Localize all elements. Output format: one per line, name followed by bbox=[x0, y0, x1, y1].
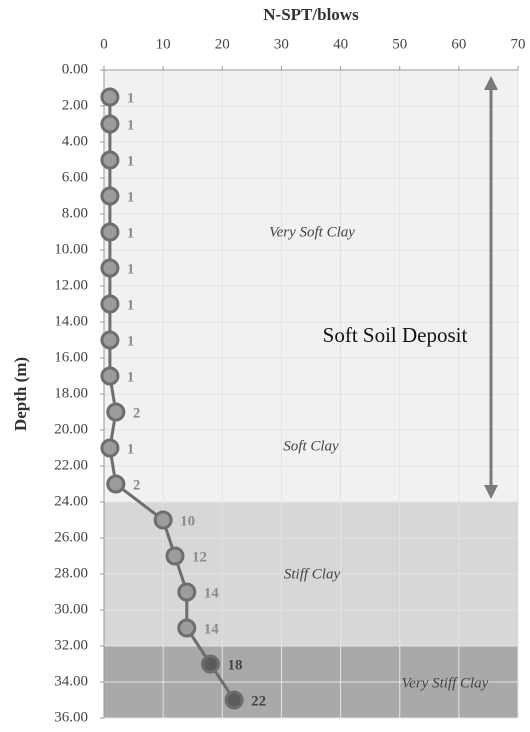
data-label: 1 bbox=[127, 117, 134, 133]
data-label: 1 bbox=[127, 189, 134, 205]
data-point bbox=[100, 258, 120, 278]
y-tick-label: 14.00 bbox=[54, 313, 88, 329]
data-label: 22 bbox=[251, 693, 266, 709]
y-tick-label: 36.00 bbox=[54, 709, 88, 725]
data-point bbox=[100, 150, 120, 170]
y-tick-label: 0.00 bbox=[62, 61, 88, 77]
data-point bbox=[200, 654, 220, 674]
data-point bbox=[100, 438, 120, 458]
data-point bbox=[165, 546, 185, 566]
x-tick-label: 40 bbox=[333, 36, 348, 52]
data-label: 18 bbox=[227, 657, 242, 673]
y-tick-label: 6.00 bbox=[62, 169, 88, 185]
y-tick-label: 22.00 bbox=[54, 457, 88, 473]
x-tick-label: 0 bbox=[100, 36, 108, 52]
y-tick-label: 24.00 bbox=[54, 493, 88, 509]
data-point bbox=[106, 474, 126, 494]
arrow-head bbox=[484, 76, 498, 90]
data-label: 1 bbox=[127, 153, 134, 169]
y-tick-label: 12.00 bbox=[54, 277, 88, 293]
data-label: 1 bbox=[127, 441, 134, 457]
annotation: Very Stiff Clay bbox=[402, 675, 489, 691]
data-point bbox=[177, 582, 197, 602]
x-tick-label: 20 bbox=[215, 36, 230, 52]
data-label: 1 bbox=[127, 369, 134, 385]
y-tick-label: 4.00 bbox=[62, 133, 88, 149]
data-label: 10 bbox=[180, 513, 195, 529]
x-tick-label: 50 bbox=[392, 36, 407, 52]
data-point bbox=[100, 330, 120, 350]
y-tick-label: 2.00 bbox=[62, 97, 88, 113]
chart-title: N-SPT/blows bbox=[263, 5, 359, 24]
data-point bbox=[100, 222, 120, 242]
data-point bbox=[153, 510, 173, 530]
data-label: 2 bbox=[133, 405, 141, 421]
data-point bbox=[106, 402, 126, 422]
annotation: Soft Clay bbox=[283, 438, 339, 454]
y-tick-label: 34.00 bbox=[54, 673, 88, 689]
y-tick-label: 10.00 bbox=[54, 241, 88, 257]
y-tick-label: 26.00 bbox=[54, 529, 88, 545]
data-point bbox=[100, 366, 120, 386]
y-tick-label: 16.00 bbox=[54, 349, 88, 365]
data-point bbox=[224, 690, 244, 710]
data-label: 1 bbox=[127, 261, 134, 277]
x-tick-label: 70 bbox=[511, 36, 526, 52]
data-label: 1 bbox=[127, 297, 134, 313]
data-label: 12 bbox=[192, 549, 207, 565]
annotation: Stiff Clay bbox=[284, 566, 341, 582]
annotation: Very Soft Clay bbox=[269, 224, 355, 240]
x-tick-label: 60 bbox=[451, 36, 466, 52]
y-tick-label: 30.00 bbox=[54, 601, 88, 617]
annotation: Soft Soil Deposit bbox=[323, 323, 468, 347]
data-label: 1 bbox=[127, 333, 134, 349]
data-label: 14 bbox=[204, 585, 220, 601]
arrow-head bbox=[484, 485, 498, 499]
data-label: 1 bbox=[127, 90, 134, 106]
data-label: 14 bbox=[204, 621, 220, 637]
x-tick-label: 30 bbox=[274, 36, 289, 52]
data-label: 2 bbox=[133, 477, 141, 493]
data-label: 1 bbox=[127, 225, 134, 241]
y-axis-title: Depth (m) bbox=[11, 357, 30, 431]
data-point bbox=[100, 186, 120, 206]
y-tick-label: 8.00 bbox=[62, 205, 88, 221]
data-point bbox=[100, 114, 120, 134]
data-point bbox=[100, 294, 120, 314]
y-tick-label: 20.00 bbox=[54, 421, 88, 437]
data-point bbox=[177, 618, 197, 638]
y-tick-label: 28.00 bbox=[54, 565, 88, 581]
y-tick-label: 18.00 bbox=[54, 385, 88, 401]
data-point bbox=[100, 87, 120, 107]
y-tick-label: 32.00 bbox=[54, 637, 88, 653]
x-tick-label: 10 bbox=[156, 36, 171, 52]
